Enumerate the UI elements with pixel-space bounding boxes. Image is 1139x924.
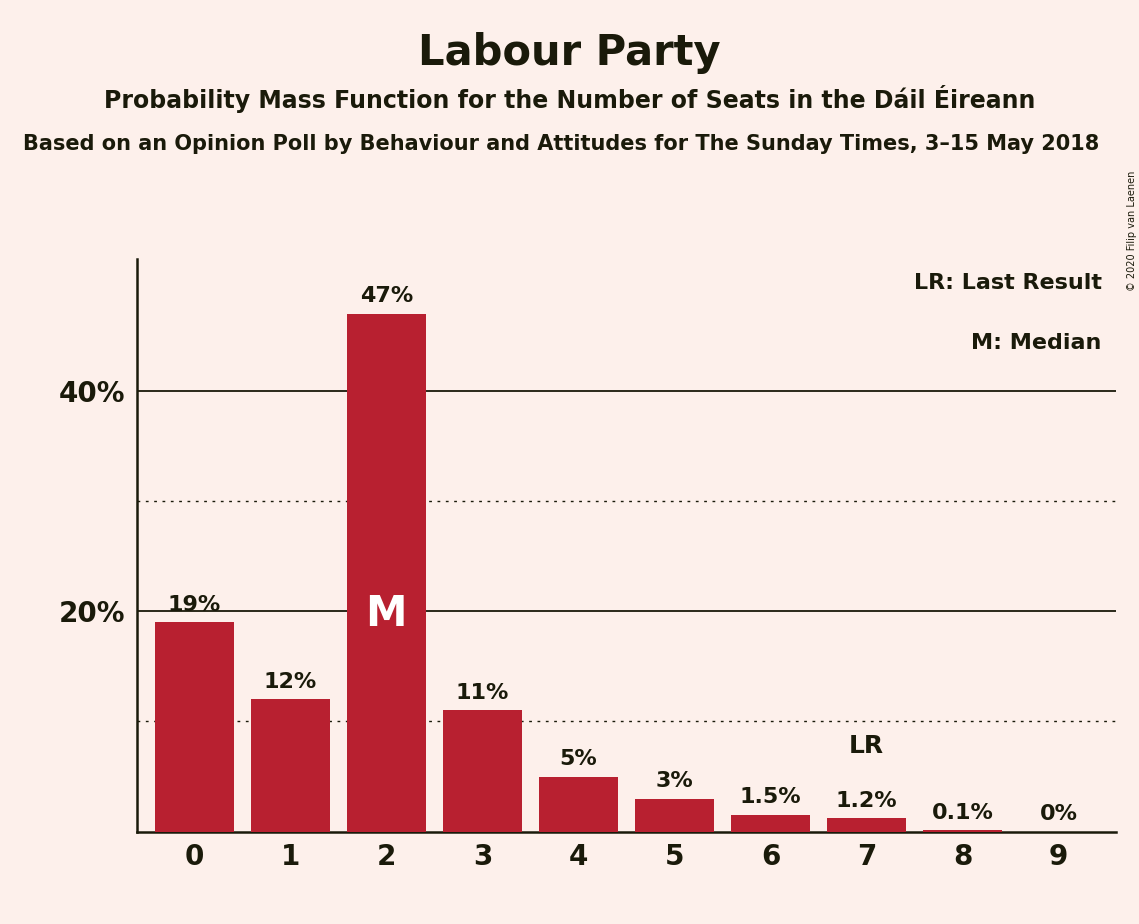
Text: 0%: 0% [1040, 804, 1077, 824]
Text: LR: LR [849, 734, 884, 758]
Text: 19%: 19% [167, 594, 221, 614]
Bar [251, 699, 329, 832]
Text: 11%: 11% [456, 683, 509, 702]
Text: Probability Mass Function for the Number of Seats in the Dáil Éireann: Probability Mass Function for the Number… [104, 85, 1035, 113]
Text: Labour Party: Labour Party [418, 32, 721, 74]
Text: 3%: 3% [656, 771, 694, 791]
Bar [347, 314, 426, 832]
Text: M: Median: M: Median [972, 334, 1101, 353]
Text: Based on an Opinion Poll by Behaviour and Attitudes for The Sunday Times, 3–15 M: Based on an Opinion Poll by Behaviour an… [23, 134, 1099, 154]
Bar [924, 831, 1002, 832]
Text: 47%: 47% [360, 286, 413, 306]
Text: M: M [366, 593, 407, 635]
Bar [443, 711, 522, 832]
Text: LR: Last Result: LR: Last Result [913, 274, 1101, 293]
Bar [827, 819, 906, 832]
Bar [155, 622, 233, 832]
Text: 0.1%: 0.1% [932, 803, 993, 822]
Bar [539, 776, 617, 832]
Text: 1.5%: 1.5% [739, 787, 802, 808]
Text: 5%: 5% [559, 748, 597, 769]
Bar [731, 815, 810, 832]
Text: 1.2%: 1.2% [836, 791, 898, 810]
Text: © 2020 Filip van Laenen: © 2020 Filip van Laenen [1126, 171, 1137, 291]
Text: 12%: 12% [264, 672, 317, 692]
Bar [636, 798, 714, 832]
